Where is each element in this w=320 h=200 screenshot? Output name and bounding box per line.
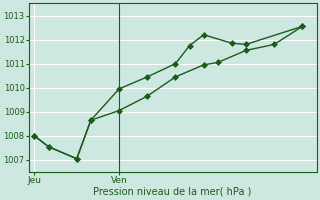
X-axis label: Pression niveau de la mer( hPa ): Pression niveau de la mer( hPa ) [93,187,252,197]
